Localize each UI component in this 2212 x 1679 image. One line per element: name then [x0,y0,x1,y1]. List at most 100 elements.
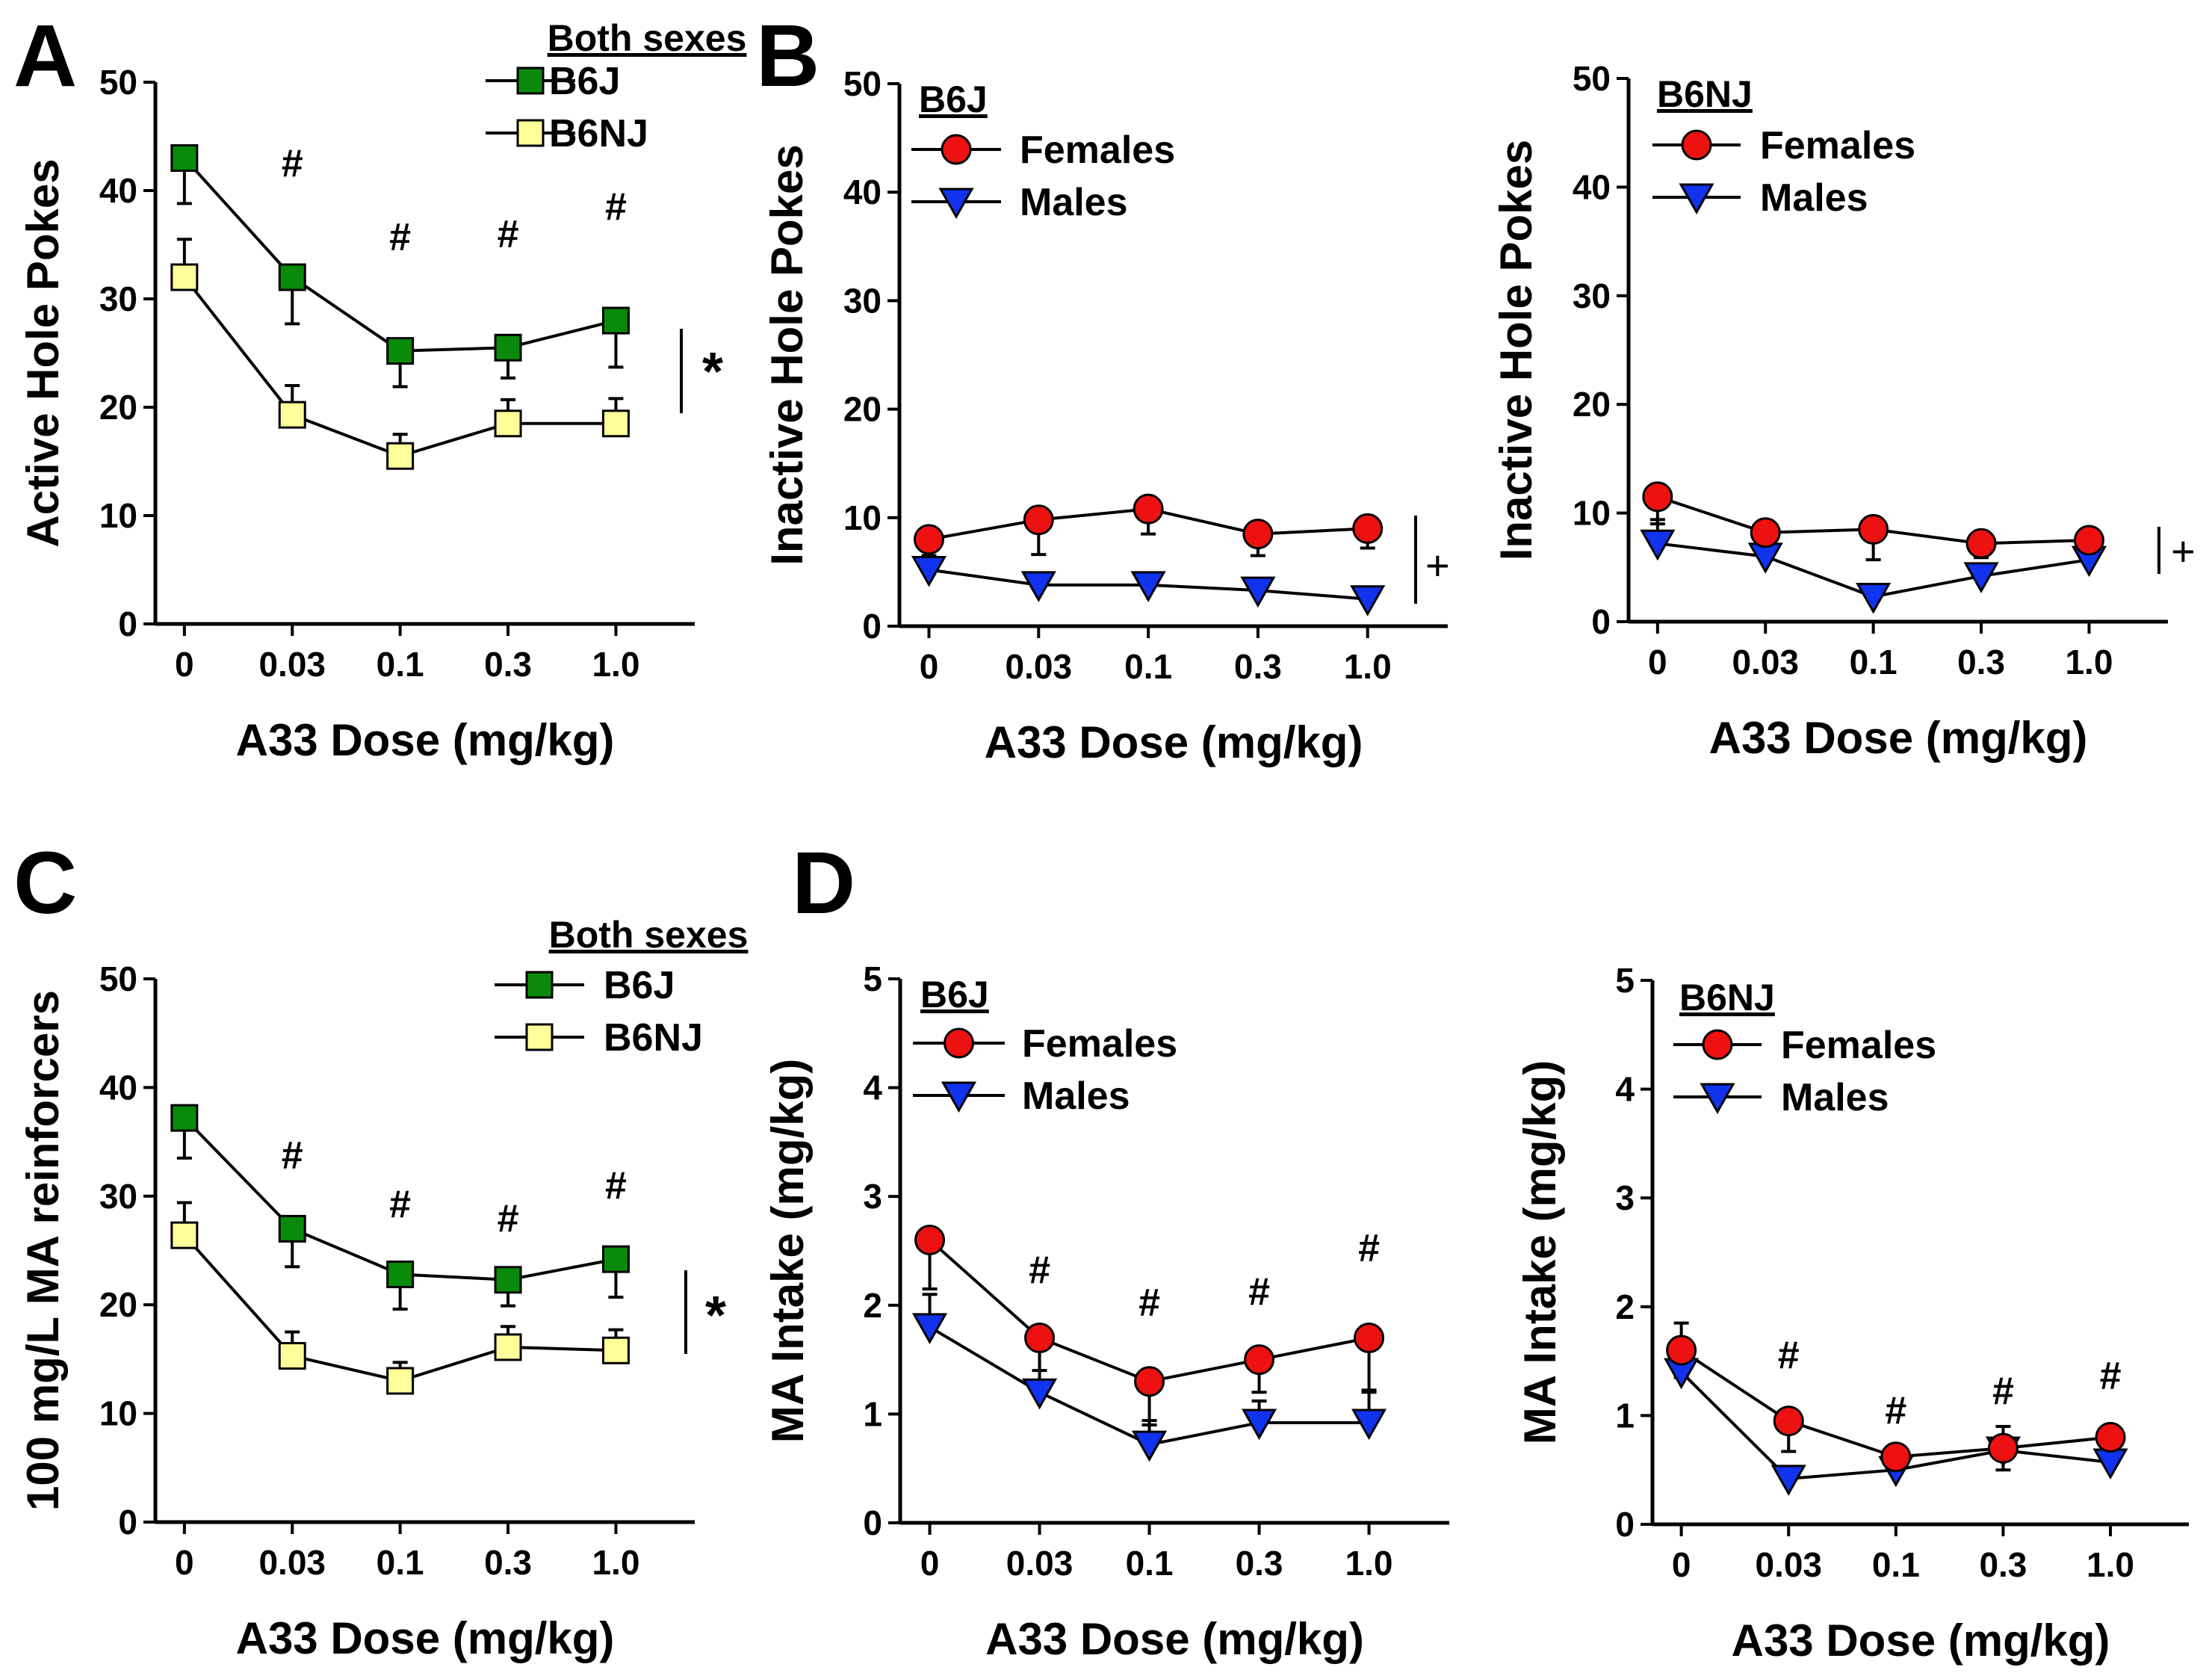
y-tick-label: 20 [1573,385,1611,424]
panel-letter: B [756,7,820,105]
x-axis-title: A33 Dose (mg/kg) [236,715,615,765]
x-tick-label: 0.03 [1732,643,1799,681]
data-point-females [1354,1322,1385,1353]
data-point-females [1023,504,1054,536]
legend-title: B6NJ [1657,73,1753,115]
y-tick-label: 40 [843,173,882,211]
panel-c: C 0 10 20 30 40 50 0 0.03 0.1 0.3 1.0 A33 Dose (mg/k… [13,834,748,1663]
x-axis-title: A33 Dose (mg/kg) [1732,1615,2110,1666]
panel-letter: D [792,834,855,933]
panel-b-left: B 0 10 20 30 40 50 0 0.03 0.1 0.3 1.0 A33 Dose (mg/k… [756,7,1450,767]
x-tick-label: 0.03 [258,645,326,684]
data-point-b6j [494,1266,522,1294]
x-tick-label: 0 [175,1543,194,1582]
data-point-males [1241,1409,1277,1441]
x-tick-label: 0.03 [1755,1545,1822,1584]
data-point-females [1880,1441,1912,1473]
y-tick-label: 0 [1591,602,1611,641]
data-point-males [1021,1378,1058,1410]
legend-title: Both sexes [548,17,747,59]
data-point-b6j [170,144,199,172]
data-point-b6nj [386,1367,415,1395]
data-point-b6j [170,1104,199,1132]
x-tick-label: 1.0 [2086,1545,2134,1584]
y-tick-label: 20 [99,1285,137,1324]
y-tick-label: 0 [863,1503,882,1542]
legend-label-b6j: B6J [604,964,675,1007]
x-tick-label: 0 [175,645,194,684]
significance-marker: * [702,342,723,402]
x-tick-label: 0 [920,1544,940,1583]
data-point-b6nj [170,1221,199,1249]
x-tick-label: 0.1 [377,1543,424,1582]
data-point-b6j [278,263,306,291]
y-tick-label: 2 [1615,1287,1635,1326]
legend-marker-b6nj [525,1023,554,1051]
legend-label-males: Males [1022,1075,1130,1118]
legend-marker-males [938,188,974,220]
x-tick-label: 0 [920,647,939,686]
data-point-females [1242,519,1274,550]
data-point-b6j [601,306,630,335]
significance-hash: # [2100,1355,2122,1398]
data-point-females [1987,1432,2019,1464]
legend-marker-females [1702,1029,1733,1060]
data-point-females [2073,525,2104,556]
data-point-males [1770,1465,1806,1496]
significance-hash: # [498,212,519,256]
significance-hash: # [605,1164,627,1208]
legend-label-females: Females [1022,1022,1177,1066]
y-axis-title: Inactive Hole Pokes [762,144,812,566]
data-point-b6j [601,1245,630,1273]
legend-title: Both sexes [549,914,749,956]
legend-marker-males [1679,183,1714,215]
legend-marker-males [1700,1083,1735,1115]
data-point-males [1240,576,1276,608]
data-point-b6nj [601,1336,630,1364]
legend-marker-b6j [525,971,554,999]
x-tick-label: 0.3 [1236,1544,1283,1583]
data-point-b6j [386,337,415,365]
y-axis-title: MA Intake (mg/kg) [763,1059,813,1443]
x-tick-label: 0.1 [1126,1544,1174,1583]
data-point-females [1666,1335,1697,1366]
data-point-females [913,524,944,555]
data-point-males [1020,571,1056,602]
y-tick-label: 50 [99,959,137,998]
significance-hash: # [282,1134,303,1178]
x-tick-label: 0.3 [1957,643,2005,681]
significance-hash: # [1248,1270,1270,1314]
data-point-females [1352,513,1384,544]
y-axis-title: Active Hole Pokes [18,158,68,547]
significance-hash: # [1992,1370,2014,1413]
y-tick-label: 50 [99,63,137,102]
y-tick-label: 10 [843,498,882,537]
legend-label-b6j: B6J [549,60,620,103]
data-point-males [911,1313,948,1344]
data-point-males [1963,562,1999,593]
x-tick-label: 1.0 [1345,1544,1393,1583]
y-tick-label: 4 [863,1069,882,1107]
y-tick-label: 30 [99,1177,137,1216]
significance-hash: # [1778,1334,1800,1377]
x-tick-label: 0.03 [1006,1544,1074,1583]
y-tick-label: 10 [1573,494,1611,533]
y-tick-label: 30 [843,281,882,320]
x-tick-label: 1.0 [592,645,639,684]
legend-title: B6J [919,78,988,120]
significance-hash: # [389,1183,411,1226]
x-tick-label: 0.03 [1006,647,1073,686]
legend-marker-b6nj [516,119,545,147]
x-tick-label: 0 [1648,643,1667,681]
panel-d-left: D 0 1 2 3 4 5 0 0.03 0.1 0.3 1.0 A33 Dose (mg/kg) MA … [763,834,1449,1664]
data-point-b6nj [278,401,306,429]
legend-label-females: Females [1020,129,1175,172]
y-tick-label: 10 [99,1394,137,1433]
y-tick-label: 40 [99,1068,137,1107]
data-point-b6j [278,1214,306,1243]
y-tick-label: 0 [118,1503,137,1542]
legend-title: B6J [920,974,989,1015]
data-point-males [1130,571,1166,602]
data-point-males [1351,1409,1387,1441]
